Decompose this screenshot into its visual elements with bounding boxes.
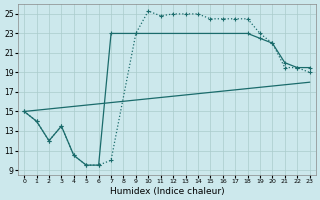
X-axis label: Humidex (Indice chaleur): Humidex (Indice chaleur) bbox=[109, 187, 224, 196]
